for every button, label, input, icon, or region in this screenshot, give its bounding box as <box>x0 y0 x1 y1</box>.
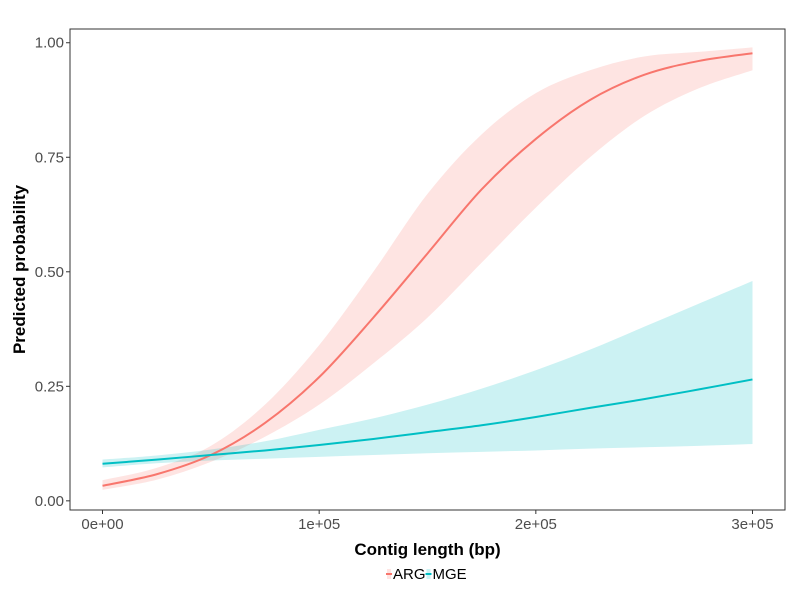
mge-legend-band-key <box>426 569 431 579</box>
arg-legend-label: ARG <box>393 566 426 583</box>
y-axis-title: Predicted probability <box>10 184 29 354</box>
legend: ARG MGE <box>386 566 467 583</box>
confidence-bands <box>102 47 753 490</box>
series-lines <box>102 52 753 487</box>
y-tick-label: 0.25 <box>35 378 64 395</box>
plot-panel <box>69 28 786 511</box>
mge-line <box>102 378 753 465</box>
x-tick-label: 2e+05 <box>515 516 557 533</box>
y-tick-label: 0.50 <box>35 264 64 281</box>
x-tick-label: 3e+05 <box>731 516 773 533</box>
x-axis-ticks: 0e+00 1e+05 2e+05 3e+05 <box>81 510 774 533</box>
arg-legend-band-key <box>387 569 391 579</box>
x-tick-label: 1e+05 <box>298 516 340 533</box>
y-tick-label: 0.00 <box>35 493 64 510</box>
arg-confidence-band <box>102 47 753 490</box>
y-tick-label: 0.75 <box>35 149 64 166</box>
x-axis-title: Contig length (bp) <box>354 540 500 559</box>
y-axis-ticks: 0.00 0.25 0.50 0.75 1.00 <box>35 35 70 510</box>
x-tick-label: 0e+00 <box>81 516 123 533</box>
mge-legend-label: MGE <box>433 566 467 583</box>
mge-confidence-band <box>102 280 753 468</box>
y-tick-label: 1.00 <box>35 35 64 52</box>
